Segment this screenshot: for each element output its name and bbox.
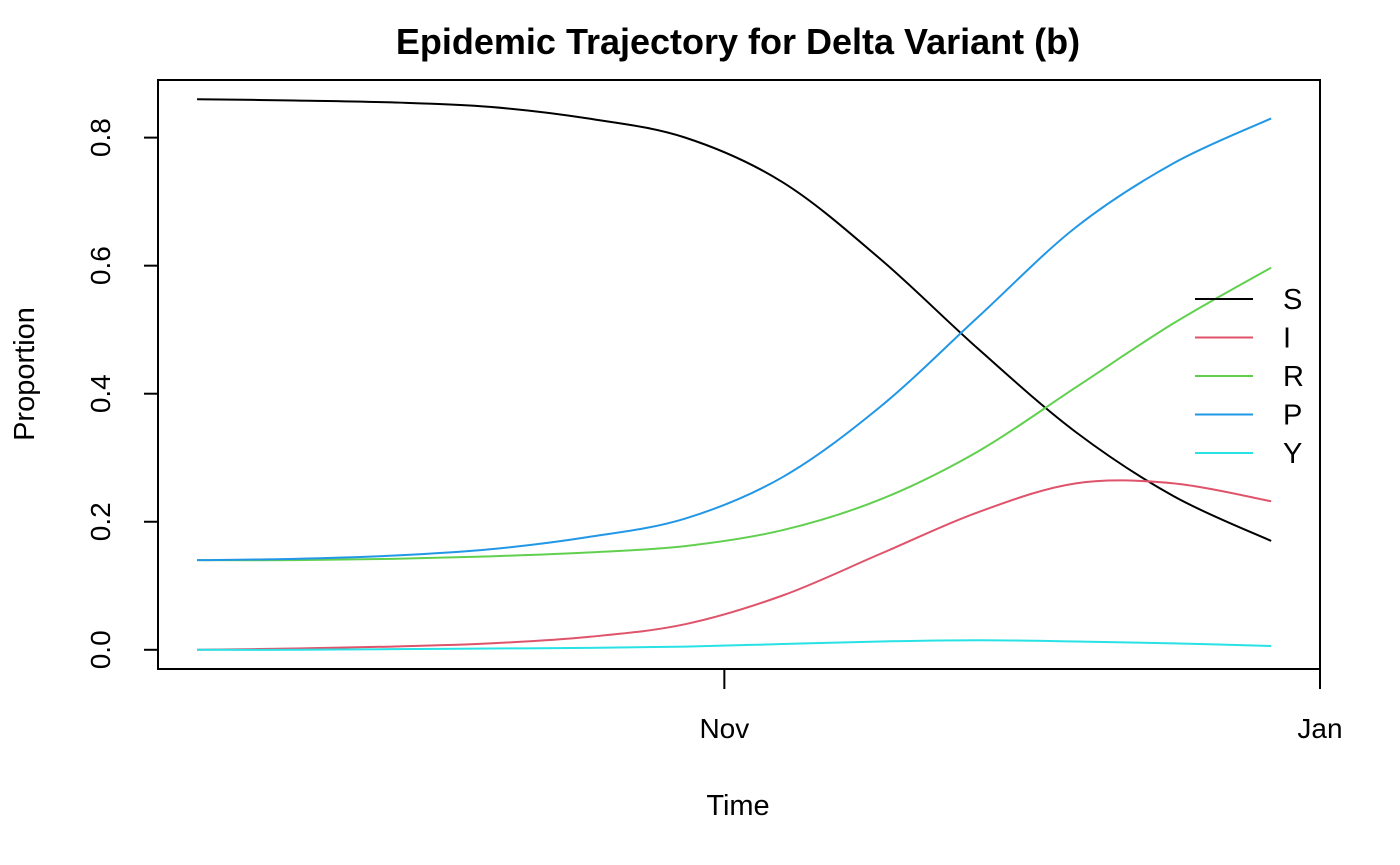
y-axis: 0.0 0.2 0.4 0.6 0.8 — [85, 118, 159, 669]
series-line-R — [197, 266, 1272, 562]
series-line-P — [197, 117, 1272, 562]
legend-label-S: S — [1283, 284, 1302, 316]
chart-title: Epidemic Trajectory for Delta Variant (b… — [396, 21, 1080, 62]
legend-label-R: R — [1283, 361, 1304, 393]
series-line-Y — [197, 639, 1272, 651]
legend-label-I: I — [1283, 323, 1291, 355]
y-axis-label: Proportion — [9, 307, 41, 441]
series-line-S — [197, 98, 1272, 542]
legend-label-P: P — [1283, 400, 1302, 432]
y-tick-label: 0.2 — [85, 502, 116, 541]
series-line-I — [197, 479, 1272, 651]
legend-label-Y: Y — [1283, 438, 1302, 470]
y-tick-label: 0.6 — [85, 246, 116, 285]
plot-frame — [157, 79, 1321, 670]
x-axis: Nov Jan — [699, 668, 1343, 744]
y-tick-label: 0.0 — [85, 630, 116, 669]
x-tick-label: Jan — [1297, 713, 1342, 744]
y-tick-label: 0.4 — [85, 374, 116, 413]
series-layer — [197, 98, 1272, 651]
y-tick-label: 0.8 — [85, 118, 116, 157]
x-tick-label: Nov — [699, 713, 749, 744]
x-axis-label: Time — [706, 790, 769, 822]
